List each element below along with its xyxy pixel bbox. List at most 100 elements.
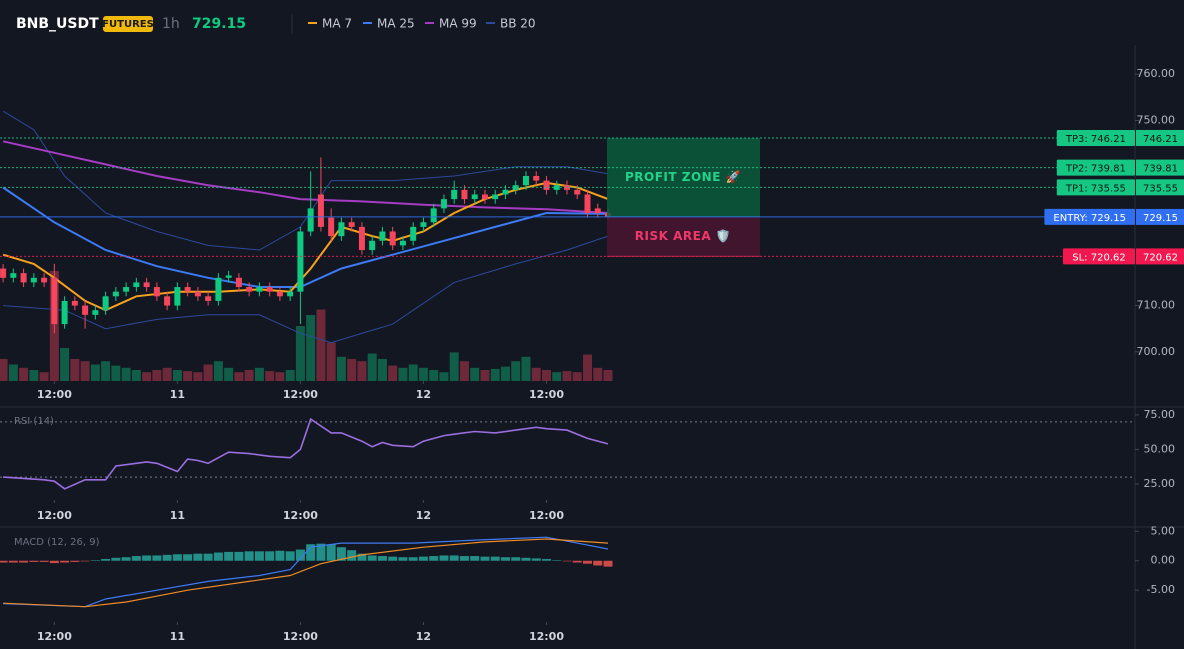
symbol: BNB_USDT (16, 16, 99, 32)
volume-bar (449, 352, 459, 381)
histogram-bar (531, 558, 541, 561)
y-tick-label: 760.00 (1137, 67, 1176, 80)
volume-bar (316, 309, 326, 381)
candle-body (410, 226, 417, 241)
volume-bar (244, 370, 254, 381)
volume-bar (203, 364, 213, 381)
level-tag (1056, 179, 1135, 196)
volume-bar (224, 367, 234, 381)
candle-body (225, 275, 232, 278)
x-tick-label: 11 (170, 509, 185, 522)
level-tag-label: TP2: 739.81 (1065, 164, 1126, 175)
volume-bar (500, 366, 510, 381)
volume-bar (541, 370, 551, 381)
volume-bar (285, 370, 295, 381)
histogram-bar (326, 544, 336, 561)
x-tick-label: 12 (416, 509, 431, 522)
candle-body (512, 185, 519, 190)
histogram-bar (8, 560, 18, 563)
histogram-bar (418, 556, 428, 561)
y-tick-label: 75.00 (1144, 408, 1176, 421)
histogram-bar (234, 551, 244, 561)
legend-label: MA 7 (322, 17, 352, 31)
volume-bar (480, 370, 490, 381)
candle-body (30, 277, 37, 283)
histogram-bar (511, 557, 521, 561)
volume-bar (418, 367, 428, 381)
last-price: 729.15 (192, 16, 246, 32)
x-tick-label: 12:00 (283, 509, 318, 522)
candle-body (502, 189, 509, 195)
histogram-bar (80, 560, 90, 562)
level-price: 735.55 (1143, 183, 1178, 194)
volume-bar (275, 372, 285, 381)
volume-bar (582, 354, 592, 381)
histogram-bar (265, 551, 275, 561)
candle-body (82, 305, 89, 315)
interval: 1h (162, 16, 180, 32)
candle-body (256, 287, 263, 292)
volume-bar (593, 367, 603, 381)
volume-bar (336, 356, 346, 381)
volume-bar (19, 367, 29, 381)
histogram-bar (593, 560, 603, 566)
histogram-bar (521, 557, 531, 561)
level-price: 746.21 (1143, 134, 1178, 145)
volume-bar (490, 368, 500, 381)
candle-body (123, 287, 130, 292)
histogram-bar (19, 560, 29, 563)
volume-bar (213, 361, 223, 381)
candle-body (522, 175, 529, 186)
histogram-bar (152, 555, 162, 561)
y-tick-label: 750.00 (1137, 113, 1176, 126)
histogram-bar (213, 552, 223, 561)
volume-bar (511, 361, 521, 381)
histogram-bar (142, 555, 152, 561)
volume-bar (295, 326, 305, 381)
histogram-bar (562, 560, 572, 562)
histogram-bar (377, 556, 387, 561)
volume-bar (0, 359, 8, 381)
histogram-bar (541, 558, 551, 561)
volume-bar (429, 370, 439, 381)
candle-body (266, 287, 273, 292)
legend-label: BB 20 (500, 17, 536, 31)
level-price-tag (1136, 179, 1184, 196)
candle-body (543, 180, 550, 190)
histogram-bar (29, 560, 39, 562)
y-tick-label: 25.00 (1144, 477, 1176, 490)
histogram-bar (70, 560, 80, 562)
candle-body (451, 189, 458, 200)
candle-body (246, 287, 253, 292)
volume-bar (357, 361, 367, 381)
volume-bar (408, 364, 418, 381)
x-tick-label: 12:00 (37, 388, 72, 401)
histogram-bar (111, 557, 121, 561)
x-tick-label: 12 (416, 630, 431, 643)
histogram-bar (367, 555, 377, 561)
level-tag (1056, 129, 1135, 146)
candle-body (0, 268, 7, 278)
market-label: FUTURES (102, 19, 154, 30)
x-tick-label: 12:00 (529, 630, 564, 643)
histogram-bar (490, 556, 500, 561)
histogram-bar (470, 556, 480, 561)
candle-body (276, 291, 283, 297)
level-tag (1063, 248, 1135, 265)
y-tick-label: 50.00 (1144, 442, 1176, 455)
candle-body (471, 194, 478, 200)
volume-bar (377, 359, 387, 381)
candle-body (51, 277, 58, 325)
histogram-bar (295, 549, 305, 561)
histogram-bar (183, 554, 193, 561)
volume-bar (470, 367, 480, 381)
candle-body (440, 199, 447, 209)
volume-bar (603, 370, 613, 381)
histogram-bar (101, 558, 111, 561)
candle-body (287, 291, 294, 297)
volume-bar (306, 315, 316, 381)
candle-body (369, 240, 376, 251)
candle-body (379, 231, 386, 241)
level-price: 720.62 (1143, 252, 1178, 263)
